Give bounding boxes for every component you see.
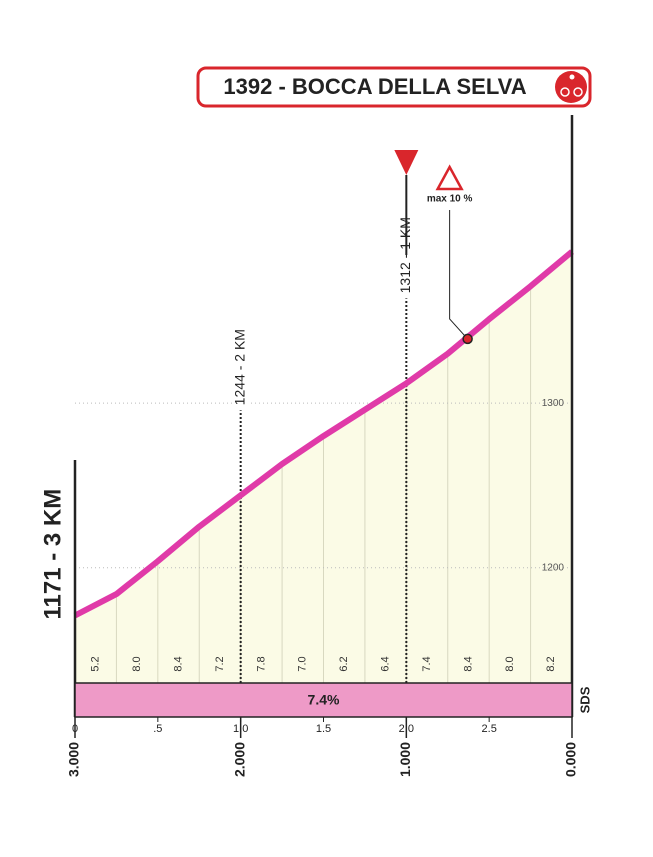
y-tick-label: 1200 bbox=[542, 562, 565, 573]
flamme-rouge bbox=[394, 150, 419, 175]
label-bg bbox=[232, 290, 249, 411]
gradient-label: 6.4 bbox=[380, 656, 392, 671]
x-tick-label: 2.5 bbox=[482, 723, 497, 735]
chart-title: 1392 - BOCCA DELLA SELVA bbox=[223, 74, 526, 99]
y-tick-label: 1300 bbox=[542, 398, 565, 409]
gradient-label: 7.2 bbox=[214, 656, 226, 671]
gradient-label: 7.4 bbox=[421, 656, 433, 671]
profile-line bbox=[73, 249, 574, 619]
start-label: 1171 - 3 KM bbox=[39, 489, 66, 620]
distance-label: 1.000 bbox=[397, 742, 413, 777]
distance-label: 3.000 bbox=[66, 742, 82, 777]
climb-icon bbox=[560, 87, 570, 97]
gradient-label: 8.4 bbox=[172, 656, 184, 671]
climb-icon bbox=[573, 87, 583, 97]
x-tick-label: .5 bbox=[153, 723, 162, 735]
title-box bbox=[196, 66, 592, 108]
gradient-label: 5.2 bbox=[90, 656, 102, 671]
average-label: 7.4% bbox=[308, 692, 340, 708]
annotation-leader bbox=[449, 210, 469, 340]
gradient-label: 8.4 bbox=[462, 656, 474, 671]
distance-label: 0.000 bbox=[563, 742, 579, 777]
distance-label: 2.000 bbox=[231, 742, 247, 777]
gradient-label: 7.8 bbox=[255, 656, 267, 671]
gradient-label: 8.0 bbox=[131, 656, 143, 671]
climb-icon bbox=[569, 74, 575, 80]
warning-sign bbox=[435, 164, 464, 191]
annotation-label: max 10 % bbox=[427, 194, 473, 205]
km-marker-label: 1244 - 2 KM bbox=[231, 329, 247, 405]
gradient-label: 8.2 bbox=[545, 656, 557, 671]
annotation-point bbox=[462, 333, 473, 345]
gradient-label: 8.0 bbox=[504, 656, 516, 671]
x-tick-label: 1.5 bbox=[316, 723, 331, 735]
km-marker-label: 1312 - 1 KM bbox=[397, 217, 413, 293]
gradient-label: 7.0 bbox=[297, 656, 309, 671]
gradient-label: 6.2 bbox=[338, 656, 350, 671]
plot: 1200 1300 5.2 8.0 8.4 7.2 7.8 7.0 6.2 6.4 7.4 8.4 8.… bbox=[39, 115, 592, 777]
side-label: SDS bbox=[577, 686, 592, 713]
